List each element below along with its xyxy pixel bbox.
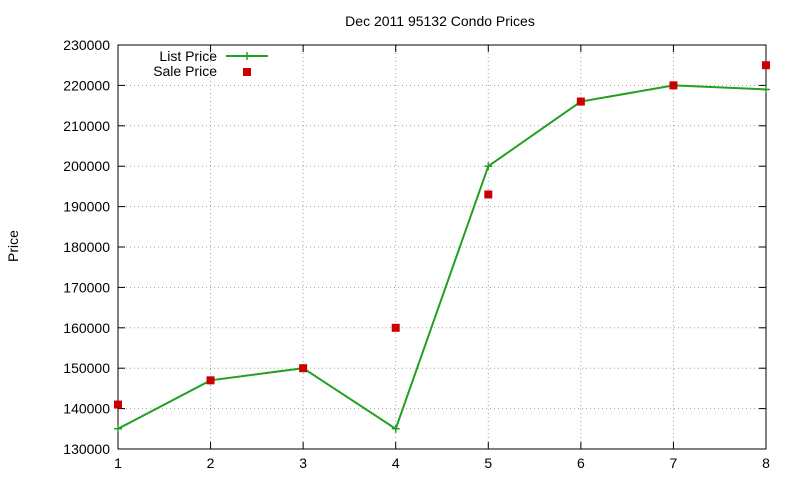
x-tick-label: 2 [207, 455, 215, 471]
y-tick-label: 230000 [63, 37, 110, 53]
list-price-point [391, 424, 400, 433]
legend-marker-list-price [243, 52, 251, 60]
list-price-point [114, 424, 122, 433]
legend: List Price Sale Price [153, 48, 268, 79]
legend-label-list-price: List Price [159, 48, 217, 64]
y-tick-label: 200000 [63, 158, 110, 174]
y-tick-label: 160000 [63, 320, 110, 336]
x-tick-label: 6 [577, 455, 585, 471]
y-tick-label: 150000 [63, 360, 110, 376]
y-tick-label: 190000 [63, 199, 110, 215]
x-tick-label: 4 [392, 455, 400, 471]
sale-price-point [484, 190, 493, 199]
y-tick-label: 180000 [63, 239, 110, 255]
series-layer [114, 61, 770, 433]
list-price-line [117, 84, 767, 431]
x-tick-label: 1 [114, 455, 122, 471]
y-tick-label: 210000 [63, 118, 110, 134]
y-axis-label: Price [5, 230, 21, 262]
legend-swatch-sale-price [243, 68, 251, 76]
axis-ticks: 130000 140000 150000 160000 170000 180000 1900… [63, 37, 770, 471]
y-tick-label: 130000 [63, 441, 110, 457]
x-tick-label: 8 [762, 455, 770, 471]
sale-price-point [299, 364, 308, 373]
y-tick-label: 170000 [63, 279, 110, 295]
gridlines [118, 45, 766, 449]
list-price-point [762, 85, 770, 94]
x-tick-label: 7 [670, 455, 678, 471]
sale-price-point [391, 323, 400, 332]
legend-label-sale-price: Sale Price [153, 63, 217, 79]
sale-price-point [206, 376, 215, 385]
sale-price-point [576, 97, 585, 106]
sale-price-point [114, 400, 122, 409]
sale-price-point [669, 81, 678, 90]
x-tick-label: 5 [484, 455, 492, 471]
list-price-point [484, 162, 493, 171]
x-tick-label: 3 [299, 455, 307, 471]
y-tick-label: 140000 [63, 401, 110, 417]
sale-price-point [762, 61, 770, 70]
y-tick-label: 220000 [63, 77, 110, 93]
chart-title: Dec 2011 95132 Condo Prices [345, 13, 535, 29]
